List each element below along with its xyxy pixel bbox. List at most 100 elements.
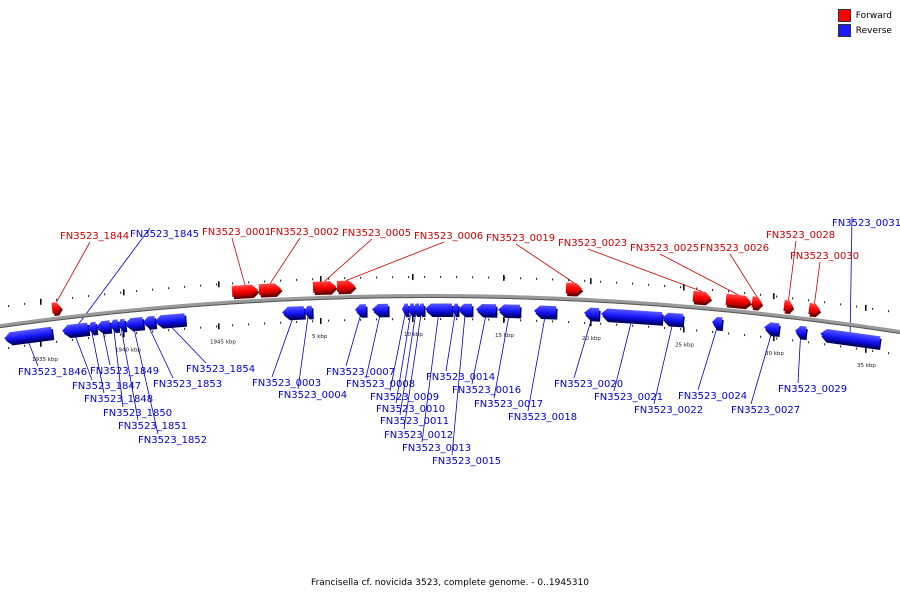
minor-tick-top [616,281,618,284]
genome-caption: Francisella cf. novicida 3523, complete … [311,578,589,588]
major-tick-bottom [590,320,592,327]
gene-labels-layer: FN3523_1844 FN3523_1845FN3523_1846FN3523_… [18,218,900,467]
gene-label: FN3523_0006 [414,231,483,242]
gene-arrow-fn3523_0026 [751,296,764,311]
gene-arrow-fn3523_0030 [808,302,822,318]
gene-label: FN3523_1844 [60,231,129,242]
callout-line [399,314,416,416]
minor-tick-top [296,278,298,281]
gene-arrow-fn3523_0005-body [312,281,336,293]
gene-arrow-fn3523_0022-body [662,312,684,325]
gene-arrow-fn3523_1854-body [155,313,186,327]
gene-arrow-fn3523_1849-body [96,320,111,333]
genome-backbone-shadow [0,296,900,334]
genome-backbone [0,293,900,334]
gene-arrow-fn3523_0011-body [413,303,420,315]
gene-arrow-fn3523_0027 [764,322,781,337]
major-tick-top [865,304,867,311]
gene-label: FN3523_1851 [118,421,187,432]
gene-arrow-fn3523_1846 [4,326,55,346]
minor-tick-top [856,305,858,308]
minor-tick-bottom [184,327,186,330]
minor-tick-top [792,297,794,300]
major-tick-top [773,293,775,300]
callout-line [345,241,445,282]
gene-label: FN3523_1849 [90,366,159,377]
gene-arrow-fn3523_0005 [312,281,338,296]
gene-arrow-fn3523_0031-body [820,329,881,348]
minor-tick-bottom [696,329,698,332]
minor-tick-top [184,285,186,288]
callout-line [403,314,422,430]
minor-tick-bottom [392,318,394,321]
minor-tick-bottom [680,328,682,331]
callout-line [613,321,632,392]
minor-tick-top [824,301,826,304]
minor-tick-top [360,276,362,279]
gene-arrow-fn3523_1852 [125,316,146,332]
gene-label: FN3523_1848 [84,394,153,405]
gene-arrow-fn3523_0012 [418,303,426,318]
callout-line [169,325,207,364]
major-tick-top [218,281,220,288]
minor-tick-top [472,276,474,279]
callout-line [797,336,801,384]
scale-tick-label: 15 kbp [495,333,514,339]
gene-label: FN3523_0002 [270,227,339,238]
callout-line [395,314,411,404]
callout-line [389,314,406,392]
callout-line [814,261,821,304]
gene-arrow-fn3523_0007-body [355,304,367,316]
minor-tick-bottom [24,344,26,347]
minor-tick-bottom [8,347,10,350]
minor-tick-bottom [376,318,378,321]
gene-arrow-fn3523_0002 [258,283,283,298]
gene-arrow-fn3523_0015 [458,303,474,318]
gene-arrow-fn3523_0025-body [725,293,751,307]
minor-tick-bottom [792,339,794,342]
minor-tick-top [776,295,778,298]
gene-arrow-fn3523_0029-body [795,325,807,338]
gene-label: FN3523_0025 [630,243,699,254]
gene-arrow-fn3523_0008 [372,303,390,318]
minor-tick-bottom [328,319,330,322]
minor-tick-top [120,291,122,294]
minor-tick-bottom [856,347,858,350]
gene-label: FN3523_0017 [474,399,543,410]
gene-arrow-fn3523_0004 [304,305,314,320]
callout-line [121,329,139,421]
minor-tick-top [88,295,90,298]
gene-arrow-fn3523_0029 [795,325,808,341]
major-tick-bottom [503,316,505,323]
minor-tick-top [648,283,650,286]
scale-tick-label: 1940 kbp [115,347,141,353]
minor-tick-top [840,303,842,306]
scale-tick-label: 25 kbp [675,342,694,348]
legend-label-reverse: Reverse [855,25,892,36]
callout-line [421,314,439,443]
minor-tick-top [552,278,554,281]
minor-tick-top [440,276,442,279]
major-tick-bottom [773,335,775,342]
callout-line [231,237,246,286]
gene-arrow-fn3523_1847 [62,322,91,339]
gene-arrow-fn3523_0023-body [692,290,711,303]
legend-row-forward: Forward [837,8,892,23]
major-tick-bottom [320,317,322,324]
minor-tick-bottom [536,319,538,322]
minor-tick-bottom [360,318,362,321]
gene-arrow-fn3523_0026-body [751,296,762,308]
minor-tick-top [808,299,810,302]
gene-label: FN3523_1845 [130,229,199,240]
gene-arrow-fn3523_0007 [355,304,368,318]
minor-tick-bottom [248,323,250,326]
major-tick-top [683,284,685,291]
gene-label: FN3523_0010 [376,404,445,415]
gene-arrow-fn3523_0031 [820,329,882,350]
gene-arrow-fn3523_0012-body [418,303,425,315]
minor-tick-top [568,279,570,282]
minor-tick-top [376,276,378,279]
gene-arrow-fn3523_0014-body [452,303,459,315]
gene-arrow-fn3523_0020 [584,307,601,322]
